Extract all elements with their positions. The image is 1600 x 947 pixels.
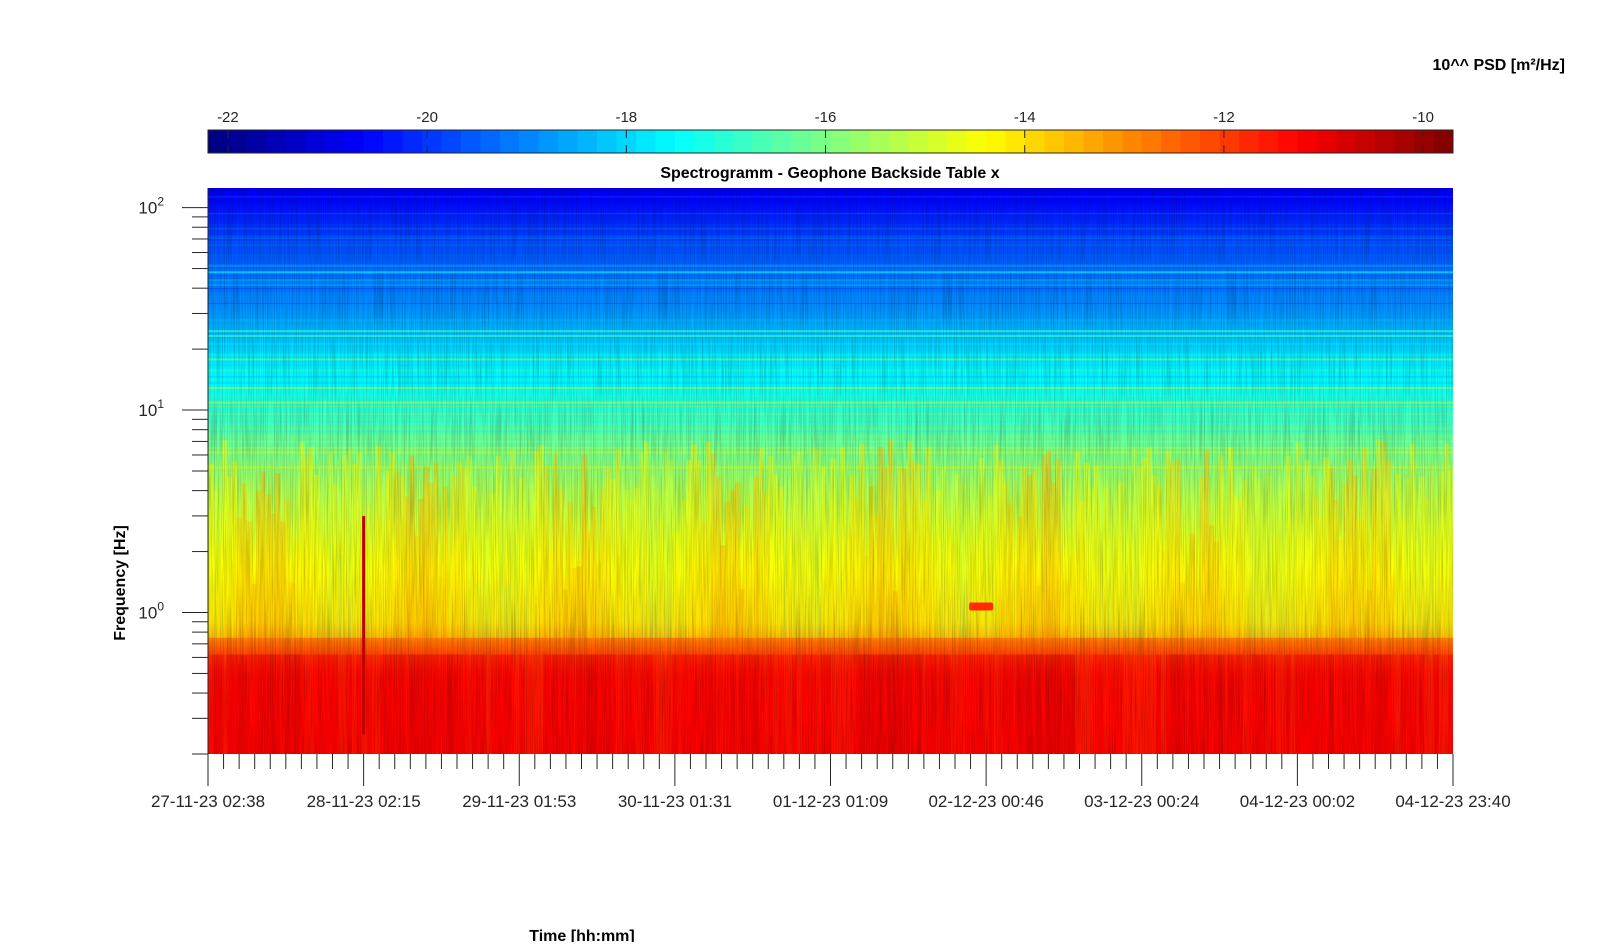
colorbar-label: 10^^ PSD [m²/Hz] <box>1433 57 1565 74</box>
y-tick-label: 100 <box>138 600 164 623</box>
y-tick-label: 101 <box>138 397 164 420</box>
colorbar-tick-label: -10 <box>1412 109 1434 126</box>
y-tick-label: 102 <box>138 195 164 218</box>
heatmap-event <box>969 602 994 611</box>
y-axis: 100 101 102 <box>138 188 209 755</box>
x-tick-label: 28-11-23 02:15 <box>307 792 421 811</box>
colorbar-gradient <box>207 129 1454 154</box>
x-tick-label: 02-12-23 00:46 <box>928 792 1043 811</box>
x-tick-label: 04-12-23 23:40 <box>1395 792 1510 811</box>
spectrogram-heatmap <box>208 188 1453 754</box>
colorbar-tick-label: -18 <box>615 109 637 126</box>
x-tick-label: 27-11-23 02:38 <box>151 792 265 811</box>
x-tick-label: 03-12-23 00:24 <box>1084 792 1199 811</box>
x-tick-label: 04-12-23 00:02 <box>1240 792 1355 811</box>
heatmap-texture <box>208 188 1453 754</box>
colorbar-tick-label: -20 <box>416 109 438 126</box>
x-tick-label: 01-12-23 01:09 <box>773 792 888 811</box>
x-axis-label: Time [hh:mm] <box>529 928 634 942</box>
x-tick-label: 30-11-23 01:31 <box>618 792 732 811</box>
colorbar-ticks: -22 -20 -18 -16 -14 -12 -10 <box>217 109 1434 153</box>
colorbar-tick-label: -14 <box>1014 109 1036 126</box>
colorbar-tick-label: -16 <box>815 109 837 126</box>
chart-title: Spectrogramm - Geophone Backside Table x <box>660 165 999 182</box>
y-axis-label: Frequency [Hz] <box>112 525 129 641</box>
colorbar: -22 -20 -18 -16 -14 -12 -10 <box>207 109 1454 154</box>
x-tick-label: 29-11-23 01:53 <box>462 792 576 811</box>
x-axis: 27-11-23 02:38 28-11-23 02:15 29-11-23 01:… <box>151 754 1511 811</box>
colorbar-tick-label: -12 <box>1213 109 1235 126</box>
heatmap-impulse <box>362 515 366 735</box>
colorbar-tick-label: -22 <box>217 109 239 126</box>
